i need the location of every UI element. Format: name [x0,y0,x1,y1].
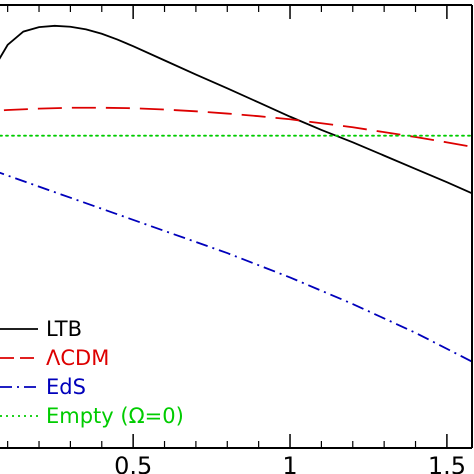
legend-label-ltb: LTB [46,317,82,341]
legend: LTB ΛCDM EdS Empty (Ω=0) [0,317,184,428]
x-tick-label: 1 [282,452,297,474]
legend-label-eds: EdS [46,375,86,399]
series-line-ltb [0,24,473,195]
legend-label-cdm: ΛCDM [46,346,109,370]
axes-layer: 0.5 1 1.5 [0,4,473,474]
legend-label-empty-0: Empty (Ω=0) [46,404,184,428]
x-tick-label: 1.5 [428,452,466,474]
series-line-eds [0,171,473,363]
x-tick-label: 0.5 [114,452,152,474]
series-layer [0,24,473,363]
series-line-cdm [0,106,473,148]
